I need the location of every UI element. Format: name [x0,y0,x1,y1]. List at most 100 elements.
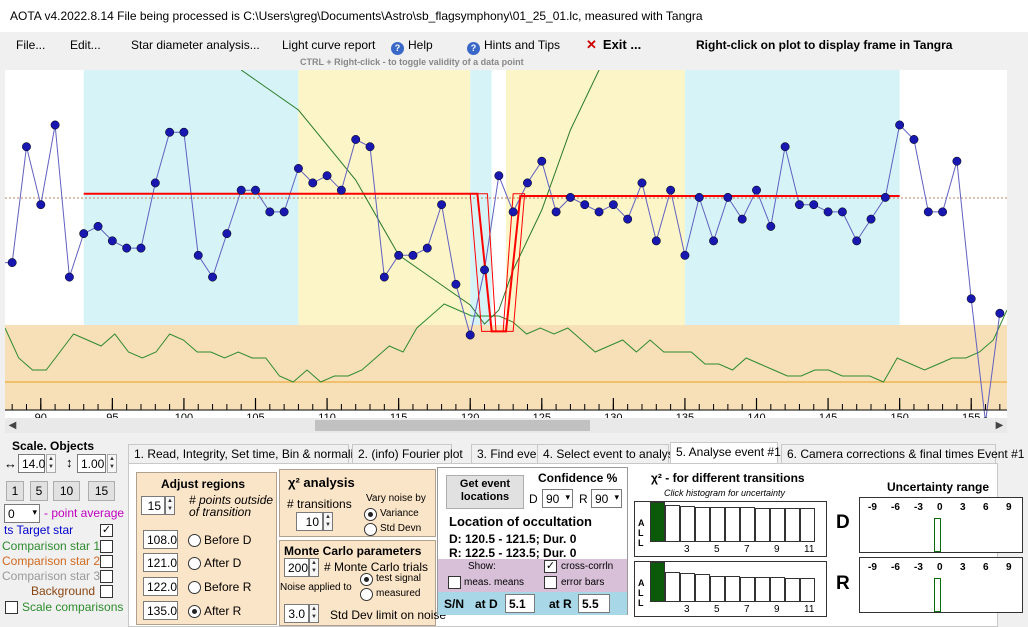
target-point[interactable] [193,250,203,260]
target-point[interactable] [594,207,604,217]
target-point[interactable] [251,185,260,195]
target-point[interactable] [852,236,862,246]
target-point[interactable] [322,171,332,181]
menu-help[interactable]: ? Help [391,38,433,55]
hist-bar[interactable] [800,508,815,542]
target-point[interactable] [494,171,504,181]
target-point[interactable] [565,192,575,202]
x-scale-spinner[interactable]: ▲ ▼ [46,454,56,473]
target-point[interactable] [437,200,447,210]
hist-bar[interactable] [680,506,695,542]
target-point[interactable] [7,258,17,268]
hist-bar[interactable] [680,573,695,602]
hist-bar[interactable] [740,507,755,542]
target-point[interactable] [666,185,676,195]
target-point[interactable] [107,236,117,246]
menu-light-curve-report[interactable]: Light curve report [282,38,376,52]
transitions-field[interactable]: 10 [296,512,323,531]
menu-exit[interactable]: ✕ Exit ... [586,37,641,53]
target-star-checkbox[interactable]: ✓ [100,524,113,537]
target-point[interactable] [265,207,275,217]
comp-star-1-checkbox[interactable] [100,540,113,553]
target-point[interactable] [752,185,761,195]
target-point[interactable] [465,330,475,340]
sd-limit-spinner[interactable]: ▲ ▼ [309,604,319,623]
tab-read[interactable]: 1. Read, Integrity, Set time, Bin & norm… [128,444,366,464]
y-scale-field[interactable]: 1.00 [77,454,106,473]
hist-bar[interactable] [785,507,800,542]
target-point[interactable] [236,185,246,195]
hist-bar[interactable] [710,575,725,602]
confidence-d-select[interactable]: 90 [542,489,573,508]
target-point[interactable] [208,272,218,282]
cross-corrln-checkbox[interactable]: ✓ [544,560,557,573]
target-point[interactable] [952,156,962,166]
hist-bar[interactable] [755,576,770,602]
target-point[interactable] [537,156,547,166]
target-point[interactable] [737,214,747,224]
hist-bar[interactable] [650,502,665,542]
scale-1-button[interactable]: 1 [6,481,24,501]
tab-find-events[interactable]: 3. Find events [471,444,552,464]
target-point[interactable] [480,265,489,275]
target-point[interactable] [580,200,590,210]
target-point[interactable] [623,214,633,224]
target-point[interactable] [909,135,919,144]
target-point[interactable] [64,272,74,282]
hist-bar[interactable] [770,577,785,602]
menu-star-diameter[interactable]: Star diameter analysis... [131,38,260,52]
mc-trials-spinner[interactable]: ▲ ▼ [309,558,319,577]
target-point[interactable] [880,192,890,202]
scale-comparisons-checkbox[interactable] [5,601,18,614]
target-point[interactable] [551,207,561,217]
y-scale-spinner[interactable]: ▲ ▼ [107,454,117,473]
target-point[interactable] [895,120,905,130]
d-chi-histogram[interactable]: A L L 1 3 5 7 9 11 [634,501,827,557]
menu-hints[interactable]: ? Hints and Tips [467,38,560,55]
target-point[interactable] [794,200,804,210]
target-point[interactable] [422,243,432,253]
target-point[interactable] [866,214,876,224]
target-point[interactable] [637,178,647,188]
target-point[interactable] [351,135,361,144]
scroll-left-icon[interactable]: ◀ [8,420,17,431]
r-uncertainty-box[interactable]: -9 -6 -3 0 3 6 9 [859,557,1023,613]
target-point[interactable] [680,250,690,260]
before-r-field[interactable]: 122.0 [143,577,178,596]
plot-svg[interactable]: 9095100105110115120125130135140145150155 [0,69,1008,427]
get-event-locations-button[interactable]: Get event locations [446,475,524,509]
points-outside-spinner[interactable]: ▲ ▼ [165,496,175,515]
point-average-select[interactable]: 0 [4,504,40,523]
after-r-radio[interactable] [188,605,201,618]
test-signal-radio[interactable] [360,573,373,586]
error-bars-checkbox[interactable] [544,576,557,589]
after-d-radio[interactable] [188,557,201,570]
target-point[interactable] [723,192,733,202]
variance-radio[interactable] [364,508,377,521]
target-point[interactable] [336,185,346,195]
hist-bar[interactable] [650,562,665,602]
hist-bar[interactable] [725,507,740,542]
target-point[interactable] [837,207,847,217]
target-point[interactable] [379,272,389,282]
scale-10-button[interactable]: 10 [53,481,80,501]
target-point[interactable] [651,236,661,246]
target-point[interactable] [709,236,719,246]
before-d-radio[interactable] [188,534,201,547]
meas-means-checkbox[interactable] [448,576,461,589]
target-point[interactable] [938,207,948,217]
target-point[interactable] [179,127,189,137]
hist-bar[interactable] [800,578,815,602]
x-scale-field[interactable]: 14.0 [18,454,45,473]
d-uncertainty-box[interactable]: -9 -6 -3 0 3 6 9 [859,497,1023,553]
measured-radio[interactable] [360,588,373,601]
light-curve-plot[interactable]: 9095100105110115120125130135140145150155 [0,69,1008,427]
target-point[interactable] [995,308,1005,318]
target-point[interactable] [279,207,289,217]
scroll-thumb[interactable] [315,420,590,431]
hist-bar[interactable] [725,576,740,602]
before-r-radio[interactable] [188,581,201,594]
std-devn-radio[interactable] [364,523,377,536]
comp-star-2-checkbox[interactable] [100,555,113,568]
background-checkbox[interactable] [100,585,113,598]
